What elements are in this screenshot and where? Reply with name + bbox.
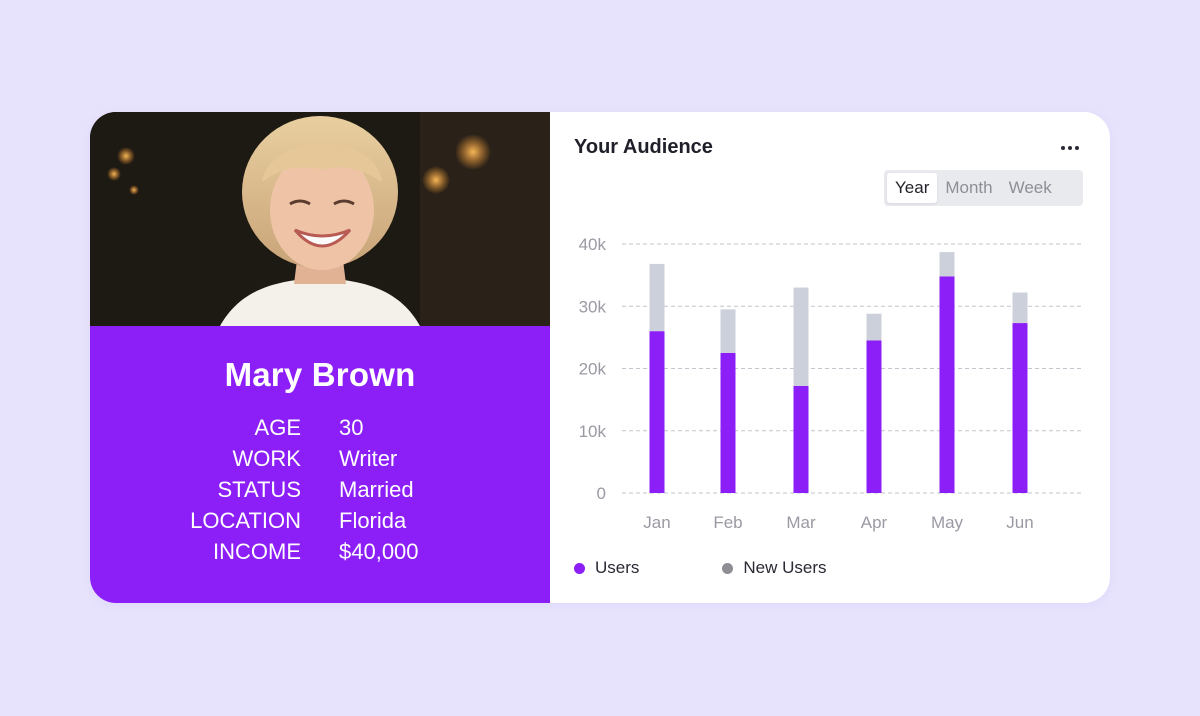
field-label: AGE <box>254 415 301 440</box>
field-income: INCOME $40,000 <box>90 539 550 570</box>
y-tick-label: 0 <box>597 484 606 503</box>
x-tick-label: Feb <box>713 513 742 532</box>
profile-photo <box>90 112 550 326</box>
legend-dot-new-users <box>722 562 734 574</box>
x-tick-label: Jun <box>1006 513 1033 532</box>
tab-year[interactable]: Year <box>887 173 938 203</box>
field-value: Married <box>339 477 414 502</box>
x-tick-label: Mar <box>786 513 816 532</box>
audience-panel: Your Audience Year Month Week 0 10k 20k 30k… <box>550 112 1110 603</box>
bar-new-users-may <box>939 252 955 277</box>
x-tick-label: May <box>931 513 964 532</box>
period-toggle: Year Month Week <box>884 170 1083 206</box>
x-tick-label: Apr <box>861 513 888 532</box>
profile-name: Mary Brown <box>224 356 416 393</box>
profile-info: Mary Brown AGE 30 WORK Writer STATUS Mar… <box>90 326 550 603</box>
bar-users-mar <box>793 385 809 493</box>
y-tick-label: 20k <box>579 360 607 379</box>
audience-title: Your Audience <box>574 136 713 158</box>
field-value: Florida <box>339 508 407 533</box>
audience-card: Mary Brown AGE 30 WORK Writer STATUS Mar… <box>90 112 1110 603</box>
more-dot <box>1075 146 1079 150</box>
field-label: WORK <box>232 446 301 471</box>
field-value: 30 <box>339 415 364 440</box>
tab-month[interactable]: Month <box>945 178 993 197</box>
chart-legend: Users New Users <box>574 558 827 578</box>
legend-item-users: Users <box>574 558 639 578</box>
more-horizontal-icon[interactable] <box>1055 136 1085 160</box>
bar-new-users-mar <box>793 287 809 386</box>
tab-week[interactable]: Week <box>1008 178 1052 197</box>
bar-new-users-jun <box>1012 292 1028 324</box>
field-label: LOCATION <box>190 508 301 533</box>
profile-panel: Mary Brown AGE 30 WORK Writer STATUS Mar… <box>90 112 550 603</box>
bar-users-may <box>939 276 955 493</box>
legend-dot-users <box>574 562 585 574</box>
more-dot <box>1068 146 1072 150</box>
field-label: STATUS <box>217 477 301 502</box>
x-tick-label: Jan <box>643 513 670 532</box>
field-work: WORK Writer <box>90 446 550 477</box>
legend-item-new-users: New Users <box>722 558 827 578</box>
legend-label: Users <box>595 558 640 577</box>
legend-label: New Users <box>743 558 827 577</box>
field-label: INCOME <box>213 539 301 564</box>
bar-users-feb <box>720 352 736 493</box>
bar-users-apr <box>866 340 882 493</box>
field-value: $40,000 <box>339 539 419 564</box>
more-dot <box>1061 146 1065 150</box>
field-value: Writer <box>339 446 398 471</box>
bar-new-users-apr <box>866 313 882 341</box>
bar-new-users-feb <box>720 309 736 353</box>
audience-bar-chart: 0 10k 20k 30k 40k Jan Feb Mar Apr May Jun <box>579 235 1082 532</box>
bar-users-jan <box>649 331 665 493</box>
bar-new-users-jan <box>649 263 665 332</box>
field-status: STATUS Married <box>90 477 550 508</box>
y-tick-label: 30k <box>579 297 607 316</box>
field-location: LOCATION Florida <box>90 508 550 539</box>
y-tick-label: 40k <box>579 235 607 254</box>
profile-fields: AGE 30 WORK Writer STATUS Married LOCATI… <box>90 415 550 570</box>
y-tick-label: 10k <box>579 422 607 441</box>
field-age: AGE 30 <box>90 415 550 446</box>
bar-users-jun <box>1012 323 1028 493</box>
